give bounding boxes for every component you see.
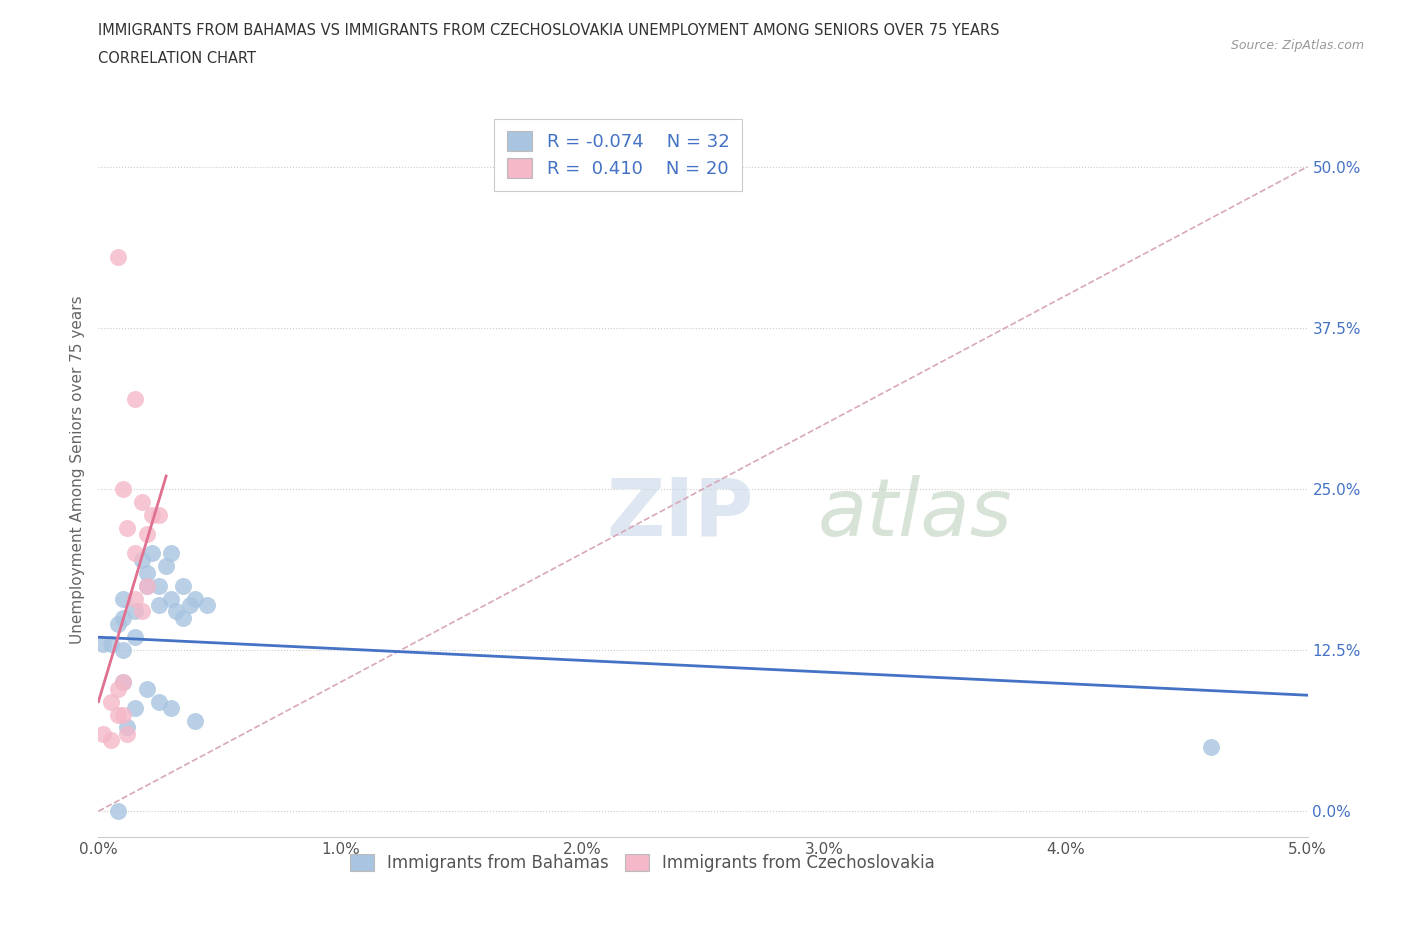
Point xyxy=(111,675,134,690)
Point xyxy=(107,617,129,631)
Point xyxy=(141,546,163,561)
Point xyxy=(111,610,134,625)
Point xyxy=(124,546,146,561)
Point xyxy=(195,598,218,613)
Point xyxy=(148,598,170,613)
Point xyxy=(117,720,139,735)
Point xyxy=(111,643,134,658)
Point xyxy=(172,578,194,593)
Point xyxy=(160,700,183,715)
Point xyxy=(148,578,170,593)
Point xyxy=(124,591,146,606)
Point xyxy=(124,630,146,644)
Point xyxy=(111,482,134,497)
Point xyxy=(131,604,153,618)
Point xyxy=(165,604,187,618)
Point xyxy=(184,591,207,606)
Point xyxy=(184,713,207,728)
Point xyxy=(179,598,201,613)
Point xyxy=(135,682,157,697)
Point xyxy=(131,552,153,567)
Point xyxy=(135,526,157,541)
Point xyxy=(100,733,122,748)
Point xyxy=(100,694,122,709)
Text: Source: ZipAtlas.com: Source: ZipAtlas.com xyxy=(1230,39,1364,52)
Point xyxy=(91,726,114,741)
Point xyxy=(111,707,134,722)
Point xyxy=(124,392,146,406)
Point xyxy=(107,707,129,722)
Point xyxy=(135,565,157,580)
Point xyxy=(111,591,134,606)
Point xyxy=(124,604,146,618)
Point xyxy=(107,682,129,697)
Point xyxy=(124,700,146,715)
Point xyxy=(111,675,134,690)
Y-axis label: Unemployment Among Seniors over 75 years: Unemployment Among Seniors over 75 years xyxy=(69,296,84,644)
Point xyxy=(135,578,157,593)
Text: CORRELATION CHART: CORRELATION CHART xyxy=(98,51,256,66)
Point xyxy=(107,804,129,818)
Text: ZIP: ZIP xyxy=(606,474,754,552)
Point xyxy=(91,636,114,651)
Point xyxy=(107,249,129,264)
Point xyxy=(141,508,163,523)
Point xyxy=(155,559,177,574)
Legend: Immigrants from Bahamas, Immigrants from Czechoslovakia: Immigrants from Bahamas, Immigrants from… xyxy=(342,845,943,880)
Text: IMMIGRANTS FROM BAHAMAS VS IMMIGRANTS FROM CZECHOSLOVAKIA UNEMPLOYMENT AMONG SEN: IMMIGRANTS FROM BAHAMAS VS IMMIGRANTS FR… xyxy=(98,23,1000,38)
Point xyxy=(160,546,183,561)
Point xyxy=(160,591,183,606)
Point xyxy=(135,578,157,593)
Point xyxy=(100,636,122,651)
Point xyxy=(117,520,139,535)
Point xyxy=(1199,739,1222,754)
Point xyxy=(117,726,139,741)
Point xyxy=(172,610,194,625)
Point xyxy=(148,508,170,523)
Point xyxy=(148,694,170,709)
Text: atlas: atlas xyxy=(818,474,1012,552)
Point xyxy=(131,495,153,510)
